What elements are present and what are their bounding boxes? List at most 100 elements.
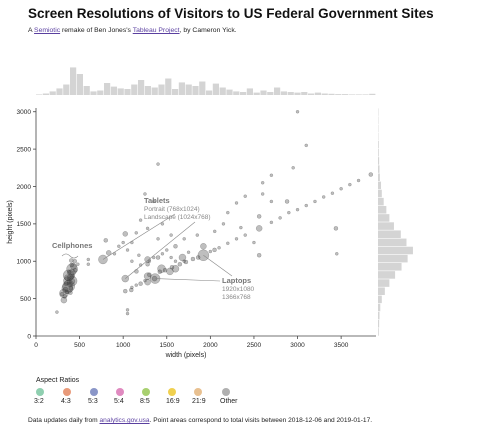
height-hist-bar bbox=[378, 165, 380, 173]
data-point bbox=[122, 231, 128, 237]
height-hist-bar bbox=[378, 246, 413, 255]
height-hist-bar bbox=[378, 189, 382, 198]
subtitle-suffix: , by Cameron Yick. bbox=[179, 27, 237, 34]
semiotic-link[interactable]: Semiotic bbox=[34, 27, 61, 34]
data-point bbox=[125, 248, 130, 252]
data-point bbox=[284, 199, 290, 204]
height-hist-bar bbox=[378, 214, 390, 222]
data-point bbox=[66, 270, 72, 275]
x-tick-label: 1500 bbox=[160, 342, 175, 349]
data-point bbox=[138, 218, 143, 222]
data-point bbox=[212, 247, 217, 253]
width-hist-bar bbox=[42, 93, 49, 95]
y-tick-label: 3000 bbox=[17, 109, 32, 116]
width-hist-bar bbox=[104, 83, 111, 95]
height-hist-bar bbox=[378, 328, 379, 336]
data-point bbox=[63, 276, 72, 285]
width-hist-bar bbox=[165, 78, 172, 95]
width-hist-bar bbox=[124, 89, 131, 95]
width-hist-bar bbox=[90, 91, 97, 95]
data-point bbox=[169, 233, 173, 237]
data-point bbox=[68, 290, 73, 295]
data-point bbox=[137, 253, 141, 257]
width-hist-bar bbox=[321, 93, 328, 95]
scatter-points bbox=[55, 110, 373, 316]
height-hist-bar bbox=[378, 238, 407, 247]
data-point bbox=[269, 173, 274, 177]
width-hist-bar bbox=[274, 87, 281, 95]
width-hist-bar bbox=[49, 91, 56, 95]
footer-suffix: . Point areas correspond to total visits… bbox=[149, 417, 373, 424]
analytics-link[interactable]: analytics.gov.usa bbox=[99, 417, 150, 424]
data-point bbox=[70, 263, 77, 270]
x-tick-label: 3500 bbox=[334, 342, 349, 349]
width-hist-bar bbox=[219, 87, 226, 95]
height-hist-bar bbox=[378, 287, 385, 295]
width-hist-bar bbox=[36, 94, 43, 95]
data-point bbox=[86, 262, 91, 266]
data-point bbox=[59, 288, 69, 299]
y-axis-label: height (pixels) bbox=[7, 200, 14, 244]
x-tick-label: 3000 bbox=[290, 342, 305, 349]
height-hist-bar bbox=[378, 263, 402, 271]
width-hist-bar bbox=[335, 94, 342, 95]
data-point bbox=[195, 255, 201, 260]
data-point bbox=[226, 210, 230, 215]
width-hist-bar bbox=[158, 84, 165, 95]
data-point bbox=[213, 229, 217, 234]
legend-label: Other bbox=[220, 398, 238, 405]
tableau-project-link[interactable]: Tableau Project bbox=[132, 27, 180, 34]
data-point bbox=[69, 258, 74, 263]
data-point bbox=[68, 285, 74, 291]
data-point bbox=[200, 243, 207, 250]
width-hist-bar bbox=[280, 91, 287, 95]
data-point bbox=[62, 286, 69, 293]
data-point bbox=[86, 257, 91, 262]
data-point bbox=[67, 281, 73, 288]
width-hist-bar bbox=[70, 67, 77, 95]
width-hist-bar bbox=[240, 92, 247, 95]
data-point bbox=[269, 199, 274, 204]
x-axis-label: width (pixels) bbox=[165, 352, 207, 359]
legend-swatch bbox=[168, 388, 176, 396]
legend-label: 5:3 bbox=[88, 398, 98, 405]
data-point bbox=[234, 237, 239, 241]
width-hist-bar bbox=[63, 84, 70, 95]
width-histogram bbox=[36, 67, 376, 95]
legend-swatch bbox=[142, 388, 150, 396]
data-point bbox=[134, 283, 138, 287]
height-hist-bar bbox=[378, 271, 396, 279]
x-tick-label: 1000 bbox=[116, 342, 131, 349]
data-point bbox=[147, 259, 152, 263]
width-hist-bar bbox=[144, 86, 151, 95]
width-hist-bar bbox=[314, 92, 321, 95]
data-point bbox=[190, 256, 196, 262]
laptops-res-b-label: 1366x768 bbox=[222, 294, 251, 301]
data-point bbox=[221, 222, 226, 226]
width-hist-bar bbox=[355, 94, 362, 95]
subtitle-prefix: A bbox=[28, 27, 35, 34]
data-point bbox=[62, 269, 75, 281]
data-point bbox=[64, 289, 70, 295]
y-tick-label: 2000 bbox=[17, 184, 32, 191]
data-point bbox=[121, 274, 129, 283]
data-point bbox=[260, 192, 265, 196]
data-point bbox=[287, 210, 291, 215]
data-point bbox=[243, 233, 247, 237]
x-tick-label: 0 bbox=[34, 342, 38, 349]
data-point bbox=[356, 178, 361, 183]
cellphones-bracket bbox=[61, 253, 79, 259]
data-point bbox=[143, 192, 147, 196]
data-point bbox=[68, 278, 76, 285]
page-title: Screen Resolutions of Visitors to US Fed… bbox=[28, 6, 434, 21]
width-hist-bar bbox=[260, 90, 267, 95]
data-point bbox=[304, 203, 308, 208]
data-point bbox=[255, 225, 263, 232]
width-hist-bar bbox=[131, 84, 138, 95]
width-hist-bar bbox=[362, 94, 369, 95]
height-hist-bar bbox=[378, 197, 384, 206]
data-point bbox=[239, 225, 243, 230]
height-hist-bar bbox=[378, 279, 390, 287]
